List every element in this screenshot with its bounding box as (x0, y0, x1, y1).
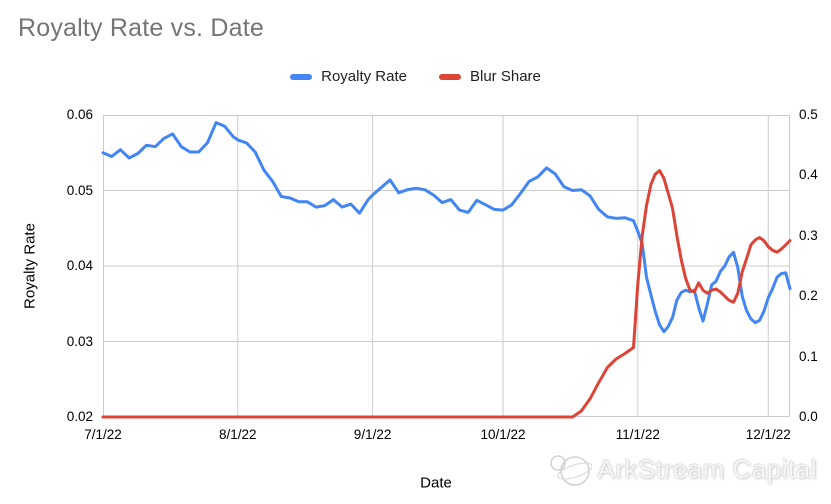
plot-area (101, 115, 792, 419)
y-axis-tick-right: 0.2 (799, 288, 818, 304)
legend: Royalty Rate Blur Share (0, 68, 831, 85)
y-axis-tick-right: 0.0 (799, 409, 818, 424)
y-axis-tick-left: 0.06 (66, 107, 93, 122)
legend-swatch-blur-share (439, 73, 461, 80)
watermark: ArkStream Capital (548, 448, 817, 490)
y-axis-tick-left: 0.04 (66, 258, 93, 273)
y-axis-tick-right: 0.3 (799, 227, 818, 243)
arkstream-logo-icon (549, 455, 592, 486)
y-axis-tick-left: 0.02 (66, 409, 93, 424)
legend-label: Royalty Rate (321, 68, 407, 85)
blur-share-line (101, 169, 792, 419)
legend-swatch-royalty-rate (290, 73, 313, 80)
legend-item-blur-share: Blur Share (439, 68, 541, 85)
x-axis-title: Date (420, 474, 452, 492)
x-axis-tick: 11/1/22 (615, 427, 660, 442)
y-axis-tick-right: 0.1 (799, 348, 818, 364)
x-axis-tick: 9/1/22 (353, 427, 392, 442)
x-axis-tick: 8/1/22 (219, 427, 257, 442)
y-axis-tick-left: 0.03 (66, 333, 93, 349)
legend-label: Blur Share (470, 68, 541, 85)
legend-item-royalty-rate: Royalty Rate (290, 68, 407, 85)
y-axis-tick-left: 0.05 (66, 182, 93, 198)
y-axis-tick-right: 0.5 (799, 107, 818, 122)
watermark-text: ArkStream Capital (597, 453, 817, 484)
x-axis-tick: 7/1/22 (84, 427, 122, 442)
x-axis-tick: 10/1/22 (480, 427, 526, 442)
royalty-rate-line (101, 121, 792, 334)
y-axis-tick-right: 0.4 (799, 167, 818, 183)
x-axis-tick: 12/1/22 (745, 427, 791, 442)
chart-title: Royalty Rate vs. Date (18, 14, 264, 42)
y-axis-title: Royalty Rate (21, 223, 39, 309)
